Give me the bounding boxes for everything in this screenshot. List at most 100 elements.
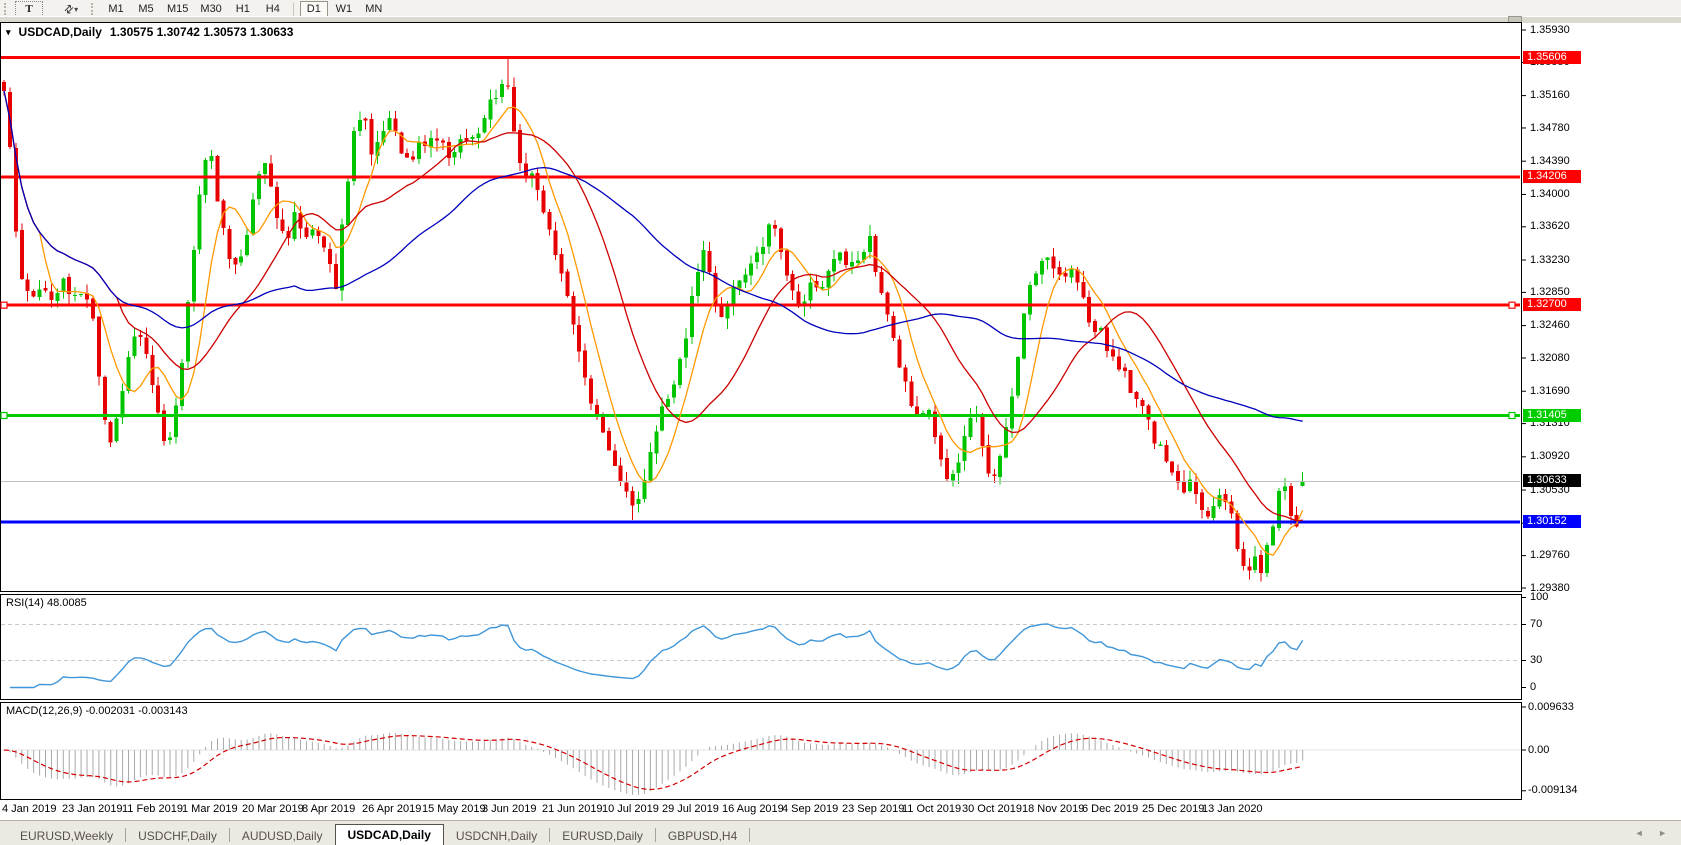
price-axis-label: 1.32080 <box>1530 351 1570 364</box>
price-axis-label: 1.34000 <box>1530 187 1570 200</box>
rsi-indicator <box>1 623 1520 689</box>
macd-panel-frame <box>0 702 1522 800</box>
chart-tab-eurusd-daily[interactable]: EURUSD,Daily <box>562 829 643 843</box>
main-panel-frame <box>0 22 1522 592</box>
macd-axis-label: 0.00 <box>1528 743 1550 756</box>
hline-handle[interactable] <box>0 301 8 309</box>
time-axis-label: 6 Dec 2019 <box>1082 803 1139 815</box>
toolbar-gripper <box>4 3 9 15</box>
arrange-tool-button[interactable]: ⇅ ▾ <box>57 1 85 17</box>
rsi-label: RSI(14) 48.0085 <box>6 597 87 609</box>
current-price-badge: 1.30633 <box>1523 474 1581 488</box>
time-axis-label: 23 Jan 2019 <box>62 803 123 815</box>
hline-handle[interactable] <box>1508 411 1516 420</box>
tab-separator <box>749 828 751 842</box>
rsi-axis-label: 30 <box>1530 654 1543 666</box>
price-axis-label: 1.31690 <box>1530 384 1570 397</box>
time-axis-label: 29 Jul 2019 <box>662 803 719 815</box>
rsi-axis-label: 0 <box>1530 681 1537 693</box>
chevron-down-icon[interactable]: ▾ <box>74 4 79 14</box>
tab-scroll-right-icon[interactable]: ► <box>1658 828 1673 838</box>
symbol-period-label: USDCAD,Daily <box>18 25 102 39</box>
ma-line-20 <box>3 90 1303 522</box>
macd-indicator <box>1 732 1520 795</box>
timeframe-button-h4[interactable]: H4 <box>265 3 280 15</box>
price-line-badge: 1.32700 <box>1523 298 1581 312</box>
price-axis-label: 1.32850 <box>1530 285 1570 298</box>
toolbar-separator <box>292 2 294 16</box>
time-axis-label: 20 Mar 2019 <box>242 803 304 815</box>
symbol-dropdown-icon[interactable]: ▾ <box>6 26 11 37</box>
time-axis-label: 11 Oct 2019 <box>902 803 962 815</box>
hline-handle[interactable] <box>1508 301 1516 309</box>
tab-scroll-arrows[interactable]: ◄ ► <box>1635 828 1673 838</box>
time-axis-label: 4 Sep 2019 <box>782 803 839 815</box>
price-axis-label: 1.30920 <box>1530 450 1570 463</box>
price-axis-label: 1.33230 <box>1530 253 1570 266</box>
ma-line-50 <box>3 90 1303 422</box>
price-line-badge: 1.34206 <box>1523 169 1581 183</box>
tab-separator <box>228 828 230 842</box>
time-axis-label: 4 Jan 2019 <box>2 803 57 815</box>
time-axis-label: 3 Jun 2019 <box>482 803 537 815</box>
macd-signal-line <box>3 734 1303 791</box>
time-axis-label: 23 Sep 2019 <box>842 803 905 815</box>
tab-separator <box>125 828 127 842</box>
macd-axis-label: 0.009633 <box>1528 700 1574 713</box>
macd-axis-label: -0.009134 <box>1528 784 1578 797</box>
toolbar-gripper-2 <box>91 3 96 15</box>
time-axis-label: 18 Nov 2019 <box>1022 803 1085 815</box>
hline-handle[interactable] <box>0 411 8 420</box>
timeframe-button-h1[interactable]: H1 <box>235 3 250 15</box>
time-axis-label: 16 Aug 2019 <box>722 803 784 815</box>
chart-tabbar: EURUSD,Weekly USDCHF,Daily AUDUSD,Daily USD… <box>0 820 1681 845</box>
time-axis-label: 13 Jan 2020 <box>1202 803 1263 815</box>
price-axis-label: 1.33620 <box>1530 220 1570 233</box>
price-line-badge: 1.35606 <box>1523 50 1581 64</box>
tab-separator <box>654 828 656 842</box>
ma-line-7 <box>3 90 1304 556</box>
timeframe-button-mn[interactable]: MN <box>365 3 383 15</box>
timeframe-button-w1[interactable]: W1 <box>335 3 353 15</box>
rsi-axis-label: 70 <box>1530 618 1543 630</box>
time-axis-label: 15 May 2019 <box>422 803 486 815</box>
horizontal-lines <box>1 56 1520 524</box>
chart-tab-usdchf-daily[interactable]: USDCHF,Daily <box>138 829 217 843</box>
time-axis-label: 1 Mar 2019 <box>182 803 238 815</box>
chart-tab-usdcnh-daily[interactable]: USDCNH,Daily <box>455 829 538 843</box>
chart-tab-usdcad-daily[interactable]: USDCAD,Daily <box>334 824 444 845</box>
chart-tab-gbpusd-h4[interactable]: GBPUSD,H4 <box>667 829 738 843</box>
chart-tab-eurusd-weekly[interactable]: EURUSD,Weekly <box>20 829 114 843</box>
rsi-axis-label: 100 <box>1530 591 1549 603</box>
rsi-line <box>9 623 1304 689</box>
ohlc-values: 1.30575 1.30742 1.30573 1.30633 <box>109 25 294 39</box>
timeframe-button-m5[interactable]: M5 <box>138 3 154 15</box>
price-line-badge: 1.30152 <box>1523 515 1581 529</box>
price-axis-label: 1.34780 <box>1530 121 1570 134</box>
timeframe-button-m15[interactable]: M15 <box>167 3 189 15</box>
chart-title: ▾ USDCAD,Daily 1.30575 1.30742 1.30573 1… <box>6 25 293 39</box>
time-axis-label: 21 Jun 2019 <box>542 803 603 815</box>
price-axis-label: 1.29380 <box>1530 581 1570 594</box>
price-axis-label: 1.29760 <box>1530 549 1570 562</box>
time-axis-label: 8 Apr 2019 <box>302 803 356 815</box>
timeframe-button-m1[interactable]: M1 <box>108 3 124 15</box>
macd-label: MACD(12,26,9) -0.002031 -0.003143 <box>6 705 188 717</box>
time-axis-label: 30 Oct 2019 <box>962 803 1022 815</box>
price-axis-label: 1.35930 <box>1530 23 1570 36</box>
chart-tab-audusd-daily[interactable]: AUDUSD,Daily <box>241 829 323 843</box>
rsi-panel-frame <box>0 594 1522 700</box>
time-axis-label: 26 Apr 2019 <box>362 803 422 815</box>
price-line-badge: 1.31405 <box>1523 408 1581 422</box>
toolbar: T ⇅ ▾ M1 M5 M15 M30 H1 H4 D1 W1 MN <box>0 0 1681 17</box>
time-axis-label: 10 Jul 2019 <box>602 803 659 815</box>
price-axis-label: 1.35160 <box>1530 89 1570 102</box>
tab-scroll-left-icon[interactable]: ◄ <box>1634 828 1650 838</box>
timeframe-button-d1[interactable]: D1 <box>299 1 328 17</box>
toolbar-edge <box>0 16 1681 23</box>
price-axis-label: 1.32460 <box>1530 319 1570 332</box>
timeframe-button-m30[interactable]: M30 <box>200 3 222 15</box>
price-axis-label: 1.34390 <box>1530 154 1570 167</box>
